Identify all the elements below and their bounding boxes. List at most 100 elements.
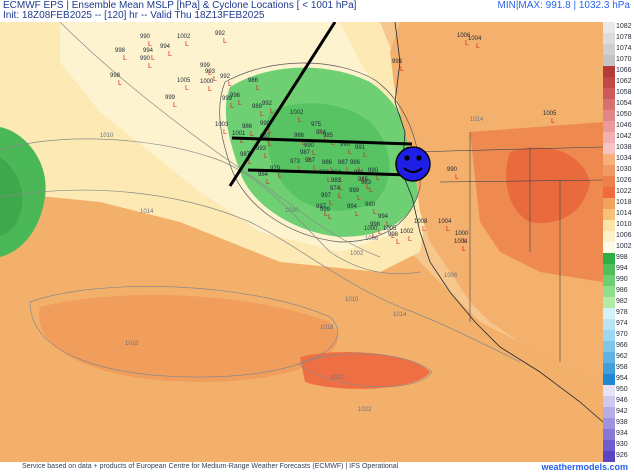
low-center-marker: L [378, 229, 382, 236]
cyclone-pressure-label: 987 [300, 150, 311, 156]
legend-swatch [603, 33, 615, 44]
cyclone-pressure-label: 1000 [455, 231, 469, 237]
cyclone-pressure-label: 1002 [290, 110, 304, 116]
cyclone-pressure-label: 998 [392, 59, 403, 65]
legend-swatch [603, 385, 615, 396]
low-center-marker: L [465, 40, 469, 47]
cyclone-pressure-label: 990 [368, 168, 379, 174]
cyclone-pressure-label: 983 [361, 180, 372, 186]
cyclone-pressure-label: 1005 [383, 226, 397, 232]
cyclone-pressure-label: 990 [340, 142, 351, 148]
low-center-marker: L [369, 187, 373, 194]
cyclone-pressure-label: 980 [365, 202, 376, 208]
legend-swatch [603, 319, 615, 330]
legend-swatch [603, 99, 615, 110]
cyclone-pressure-label: 998 [388, 232, 399, 238]
low-center-marker: L [376, 175, 380, 182]
isobar-label: 1018 [320, 325, 334, 331]
legend-row: 938 [603, 418, 634, 429]
low-pressure-zone-986 [266, 103, 390, 211]
legend-row: 1074 [603, 44, 634, 55]
legend-value: 1054 [616, 100, 632, 107]
isobar-label: 1014 [140, 209, 154, 215]
cyclone-pressure-label: 997 [321, 193, 332, 199]
legend-value: 990 [616, 276, 628, 283]
legend-value: 1058 [616, 89, 632, 96]
isobar-label: 1018 [125, 341, 139, 347]
legend-value: 1074 [616, 45, 632, 52]
cyclone-pressure-label: 984 [258, 172, 269, 178]
legend-value: 1034 [616, 155, 632, 162]
legend-row: 1042 [603, 132, 634, 143]
pressure-zone-1018 [39, 295, 338, 382]
low-pressure-zone-west-core [0, 157, 23, 236]
cyclone-pressure-label: 1003 [215, 122, 229, 128]
cyclone-pressure-label: 998 [110, 73, 121, 79]
legend-swatch [603, 165, 615, 176]
low-center-marker: L [446, 226, 450, 233]
low-center-marker: L [329, 200, 333, 207]
low-center-marker: L [298, 117, 302, 124]
pressure-map[interactable]: 1010 1014 1010 1014 1018 1018 1022 1022 … [0, 22, 603, 462]
low-center-marker: L [355, 211, 359, 218]
legend-value: 1026 [616, 177, 632, 184]
cyclone-pressure-label: 986 [350, 160, 361, 166]
cyclone-pressure-label: 1004 [454, 239, 468, 245]
legend-value: 1038 [616, 144, 632, 151]
legend-swatch [603, 253, 615, 264]
legend-row: 1054 [603, 99, 634, 110]
low-center-marker: L [213, 76, 217, 83]
isobar-1014 [0, 189, 521, 363]
legend-swatch [603, 374, 615, 385]
low-center-marker: L [386, 221, 390, 228]
cyclone-pressure-label: 992 [220, 74, 231, 80]
brand-link[interactable]: weathermodels.com [541, 462, 628, 472]
state-borders [409, 132, 603, 362]
low-center-marker: L [363, 152, 367, 159]
legend-row: 994 [603, 264, 634, 275]
cyclone-pressure-label: 986 [294, 133, 305, 139]
isobar-label: 1006 [365, 236, 379, 242]
legend-row: 1018 [603, 198, 634, 209]
legend-row: 998 [603, 253, 634, 264]
legend-value: 938 [616, 419, 628, 426]
legend-swatch [603, 77, 615, 88]
cyclone-pressure-label: 984 [316, 130, 327, 136]
cyclone-pressure-label: 999 [165, 95, 176, 101]
low-center-marker: L [238, 100, 242, 107]
cyclone-pressure-label: 999 [200, 63, 211, 69]
legend-row: 1006 [603, 231, 634, 242]
legend-value: 946 [616, 397, 628, 404]
cyclone-pressure-label: 987 [240, 152, 251, 158]
land-high-core [506, 147, 590, 223]
low-center-marker: L [455, 174, 459, 181]
cyclone-pressure-label: 973 [290, 159, 301, 165]
legend-swatch [603, 121, 615, 132]
low-center-marker: L [208, 70, 212, 77]
min-max-readout: MIN|MAX: 991.8 | 1032.3 hPa [497, 0, 631, 11]
legend-swatch [603, 330, 615, 341]
isobar-label: 1014 [393, 312, 407, 318]
legend-swatch [603, 440, 615, 451]
isobar-label: 1022 [358, 407, 372, 413]
cyclone-pressure-label: 986 [248, 78, 259, 84]
legend-swatch [603, 22, 615, 33]
low-center-marker: L [366, 184, 370, 191]
legend-row: 986 [603, 286, 634, 297]
legend-row: 966 [603, 341, 634, 352]
legend-row: 958 [603, 363, 634, 374]
low-center-marker: L [302, 140, 306, 147]
low-center-marker: L [208, 86, 212, 93]
cyclone-pressure-label: 994 [347, 204, 358, 210]
legend-value: 978 [616, 309, 628, 316]
legend-row: 978 [603, 308, 634, 319]
legend-value: 950 [616, 386, 628, 393]
legend-row: 974 [603, 319, 634, 330]
legend-value: 1002 [616, 243, 632, 250]
low-center-marker: L [250, 131, 254, 138]
legend-swatch [603, 352, 615, 363]
isobar-label: 1006 [444, 273, 458, 279]
footer-bar: Service based on data + products of Euro… [0, 462, 634, 474]
low-center-marker: L [339, 185, 343, 192]
legend-value: 930 [616, 441, 628, 448]
